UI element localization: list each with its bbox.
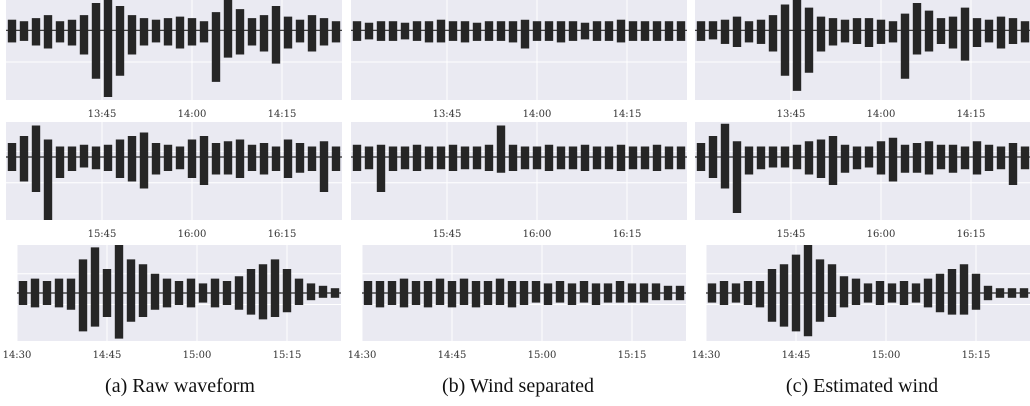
x-tick-label: 13:45 [777,109,806,120]
x-tick-label: 15:45 [88,229,117,240]
x-tick-label: 15:15 [962,350,991,361]
x-tick-label: 16:15 [957,229,986,240]
x-tick-label: 14:15 [957,109,986,120]
x-tick-label: 13:45 [88,109,117,120]
caption: (a) Raw waveform [105,375,255,397]
x-tick-label: 14:00 [178,109,207,120]
x-tick-label: 14:45 [438,350,467,361]
x-tick-label: 13:45 [433,109,462,120]
x-tick-label: 16:00 [178,229,207,240]
x-tick-label: 15:15 [618,350,647,361]
x-tick-label: 14:00 [523,109,552,120]
x-tick-label: 14:30 [348,350,377,361]
waveform [695,123,1030,213]
waveform [6,0,342,97]
waveform [706,245,1030,337]
x-tick-label: 15:00 [528,350,557,361]
x-tick-label: 16:00 [523,229,552,240]
x-tick-label: 15:45 [433,229,462,240]
x-tick-label: 15:00 [872,350,901,361]
panel-background [695,0,1030,100]
caption: (c) Estimated wind [786,375,938,397]
x-tick-label: 14:45 [93,350,122,361]
x-tick-label: 15:45 [777,229,806,240]
waveform [351,19,687,49]
caption: (b) Wind separated [442,375,594,397]
panel-background [351,0,687,100]
waveform [351,125,687,192]
waveform [17,245,341,339]
x-tick-label: 14:45 [782,350,811,361]
waveform [6,125,342,220]
panel-background [351,122,687,220]
x-tick-label: 15:00 [183,350,212,361]
x-tick-label: 16:15 [613,229,642,240]
x-tick-label: 16:00 [867,229,896,240]
x-tick-label: 14:15 [268,109,297,120]
panel-background [6,0,342,100]
waveform [695,0,1030,91]
x-tick-label: 16:15 [268,229,297,240]
x-tick-label: 15:15 [273,350,302,361]
x-tick-label: 14:00 [867,109,896,120]
x-tick-label: 14:15 [613,109,642,120]
x-tick-label: 14:30 [692,350,721,361]
waveform [362,278,686,308]
x-tick-label: 14:30 [3,350,32,361]
